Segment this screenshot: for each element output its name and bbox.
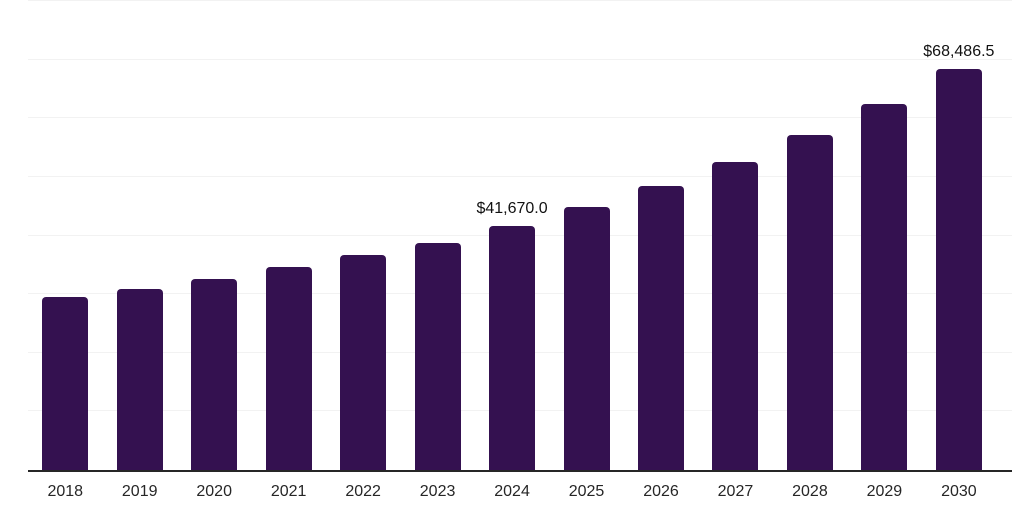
bar-band-2020 <box>177 0 251 470</box>
x-tick-label-2026: 2026 <box>643 483 679 500</box>
x-axis-line <box>28 470 1012 472</box>
bar-2027 <box>712 161 759 470</box>
x-tick-label-2025: 2025 <box>568 483 605 500</box>
x-tick-label-2027: 2027 <box>717 483 754 500</box>
bar-2023 <box>414 242 461 470</box>
bar-band-2023 <box>400 0 474 470</box>
bar-band-2021 <box>251 0 325 470</box>
x-tick-label-2024: 2024 <box>494 483 530 500</box>
bar-2018 <box>42 296 89 470</box>
gridline <box>28 58 1012 60</box>
bar-2029 <box>861 103 908 470</box>
gridline <box>28 117 1012 119</box>
x-tick-label-2019: 2019 <box>121 483 158 500</box>
x-tick-label-2030: 2030 <box>941 483 977 500</box>
bar-2026 <box>637 186 684 470</box>
x-axis-tick-labels: 2018 2019 2020 2021 2022 2023 2024 2025 2026 2027… <box>28 482 996 503</box>
data-label-2024: $41,670.0 <box>476 199 548 217</box>
bar-series: $41,670.0 $68,486.5 <box>28 0 996 470</box>
bar-band-2018 <box>28 0 102 470</box>
bar-2024 <box>489 225 536 470</box>
x-tick-label-2018: 2018 <box>47 483 84 500</box>
x-tick-label-2028: 2028 <box>792 483 828 500</box>
bar-band-2028 <box>773 0 847 470</box>
bar-2021 <box>265 267 312 470</box>
bar-2022 <box>340 255 387 470</box>
bar-2025 <box>563 207 610 470</box>
bar-2019 <box>116 288 163 470</box>
bar-band-2025 <box>549 0 623 470</box>
bar-band-2029 <box>847 0 921 470</box>
bar-band-2027 <box>698 0 772 470</box>
data-label-2030: $68,486.5 <box>923 42 995 60</box>
bar-band-2026 <box>624 0 698 470</box>
bar-2028 <box>786 134 833 470</box>
x-tick-label-2021: 2021 <box>270 483 307 500</box>
bar-band-2030: $68,486.5 <box>922 0 996 470</box>
gridline <box>28 0 1012 1</box>
bar-band-2019 <box>102 0 176 470</box>
bar-2030 <box>935 68 982 470</box>
x-tick-label-2029: 2029 <box>866 483 903 500</box>
x-tick-label-2023: 2023 <box>419 483 456 500</box>
x-tick-label-2022: 2022 <box>345 483 381 500</box>
bar-band-2024: $41,670.0 <box>475 0 549 470</box>
bar-band-2022 <box>326 0 400 470</box>
x-tick-label-2020: 2020 <box>196 483 232 500</box>
gridline <box>28 175 1012 177</box>
plot-area: $41,670.0 $68,486.5 <box>28 0 1012 472</box>
bar-2020 <box>191 279 238 470</box>
